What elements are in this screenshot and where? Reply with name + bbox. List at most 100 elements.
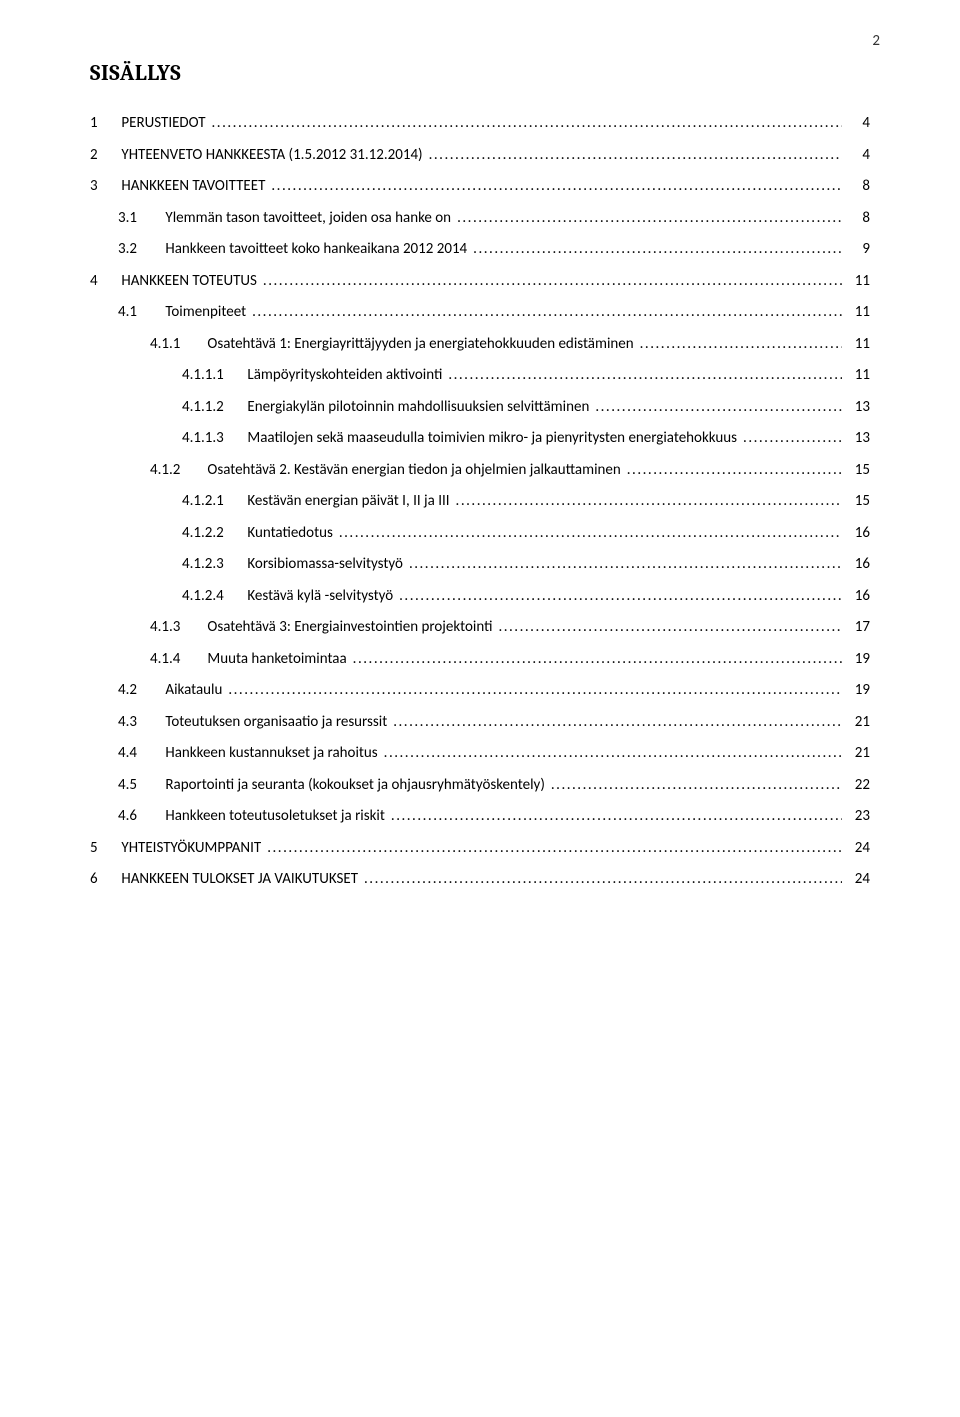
toc-entry-label: 4.1.4 Muuta hanketoimintaa: [150, 650, 353, 670]
toc-entry[interactable]: 4.1.1 Osatehtävä 1: Energiayrittäjyyden …: [150, 335, 870, 355]
toc-entry[interactable]: 4.5 Raportointi ja seuranta (kokoukset j…: [118, 776, 870, 796]
toc-leader-dots: [627, 461, 842, 481]
toc-entry[interactable]: 5 YHTEISTYÖKUMPPANIT24: [90, 839, 870, 859]
toc-entry[interactable]: 4.6 Hankkeen toteutusoletukset ja riskit…: [118, 807, 870, 827]
toc-entry-page: 13: [842, 398, 870, 418]
toc-entry[interactable]: 4.4 Hankkeen kustannukset ja rahoitus 21: [118, 744, 870, 764]
toc-entry[interactable]: 4.1.1.2 Energiakylän pilotoinnin mahdoll…: [182, 398, 870, 418]
toc-entry[interactable]: 4.1.2.4 Kestävä kylä -selvitystyö 16: [182, 587, 870, 607]
toc-entry[interactable]: 3 HANKKEEN TAVOITTEET8: [90, 177, 870, 197]
toc-leader-dots: [551, 776, 842, 796]
toc-entry-label: 2 YHTEENVETO HANKKEESTA (1.5.2012 31.12.…: [90, 146, 429, 166]
toc-entry-label: 4.3 Toteutuksen organisaatio ja resurssi…: [118, 713, 393, 733]
toc-entry-title: Osatehtävä 2. Kestävän energian tiedon j…: [204, 461, 621, 479]
toc-heading: SISÄLLYS: [90, 60, 870, 86]
toc-entry-label: 4.4 Hankkeen kustannukset ja rahoitus: [118, 744, 384, 764]
toc-entry-number: 1: [90, 114, 118, 134]
toc-entry-page: 16: [842, 587, 870, 607]
toc-entry-title: Toimenpiteet: [162, 303, 246, 321]
toc-entry-label: 1 PERUSTIEDOT: [90, 114, 212, 134]
toc-entry[interactable]: 4.1 Toimenpiteet 11: [118, 303, 870, 323]
toc-entry[interactable]: 6 HANKKEEN TULOKSET JA VAIKUTUKSET24: [90, 870, 870, 890]
toc-entry-page: 11: [842, 272, 870, 292]
toc-entry-label: 4.1.2.4 Kestävä kylä -selvitystyö: [182, 587, 399, 607]
toc-entry-title: HANKKEEN TAVOITTEET: [118, 177, 265, 195]
toc-entry[interactable]: 4.1.2 Osatehtävä 2. Kestävän energian ti…: [150, 461, 870, 481]
toc-entry[interactable]: 2 YHTEENVETO HANKKEESTA (1.5.2012 31.12.…: [90, 146, 870, 166]
toc-entry-label: 3 HANKKEEN TAVOITTEET: [90, 177, 271, 197]
toc-leader-dots: [456, 492, 842, 512]
toc-leader-dots: [263, 272, 842, 292]
toc-leader-dots: [743, 429, 842, 449]
toc-leader-dots: [409, 555, 842, 575]
toc-entry-label: 4.1.3 Osatehtävä 3: Energiainvestointien…: [150, 618, 498, 638]
toc-entry-number: 4.1.2: [150, 461, 204, 481]
toc-entry-page: 21: [842, 744, 870, 764]
toc-entry-title: Aikataulu: [162, 681, 222, 699]
toc-leader-dots: [429, 146, 842, 166]
toc-entry-title: Ylemmän tason tavoitteet, joiden osa han…: [162, 209, 451, 227]
toc-entry[interactable]: 1 PERUSTIEDOT4: [90, 114, 870, 134]
toc-leader-dots: [473, 240, 842, 260]
toc-entry[interactable]: 4.2 Aikataulu19: [118, 681, 870, 701]
toc-entry-number: 4.1.4: [150, 650, 204, 670]
toc-entry-title: Hankkeen toteutusoletukset ja riskit: [162, 807, 385, 825]
toc-entry-title: Kestävä kylä -selvitystyö: [244, 587, 393, 605]
toc-entry-page: 11: [842, 335, 870, 355]
toc-entry-page: 9: [842, 240, 870, 260]
toc-leader-dots: [399, 587, 842, 607]
toc-entry-page: 11: [842, 303, 870, 323]
toc-entry[interactable]: 4.1.2.1 Kestävän energian päivät I, II j…: [182, 492, 870, 512]
toc-entry-number: 4.1: [118, 303, 162, 323]
toc-entry-number: 6: [90, 870, 118, 890]
toc-entry-label: 4.1.1 Osatehtävä 1: Energiayrittäjyyden …: [150, 335, 640, 355]
toc-leader-dots: [498, 618, 842, 638]
toc-entry-label: 4.1.2.1 Kestävän energian päivät I, II j…: [182, 492, 456, 512]
toc-entry-page: 15: [842, 492, 870, 512]
toc-entry-number: 4.1.3: [150, 618, 204, 638]
toc-entry[interactable]: 4.1.1.1 Lämpöyrityskohteiden aktivointi1…: [182, 366, 870, 386]
toc-entry[interactable]: 3.2 Hankkeen tavoitteet koko hankeaikana…: [118, 240, 870, 260]
toc-leader-dots: [595, 398, 842, 418]
toc-leader-dots: [391, 807, 842, 827]
toc-entry-label: 3.1 Ylemmän tason tavoitteet, joiden osa…: [118, 209, 457, 229]
toc-entry-title: Maatilojen sekä maaseudulla toimivien mi…: [244, 429, 737, 447]
toc-entry[interactable]: 4.1.2.3 Korsibiomassa-selvitystyö16: [182, 555, 870, 575]
toc-entry[interactable]: 4 HANKKEEN TOTEUTUS 11: [90, 272, 870, 292]
toc-entry-number: 3.2: [118, 240, 162, 260]
toc-entry-title: Hankkeen kustannukset ja rahoitus: [162, 744, 378, 762]
toc-entry-number: 3.1: [118, 209, 162, 229]
toc-entry[interactable]: 4.1.4 Muuta hanketoimintaa19: [150, 650, 870, 670]
toc-entry-number: 4.6: [118, 807, 162, 827]
toc-entry-page: 16: [842, 524, 870, 544]
toc-entry[interactable]: 4.3 Toteutuksen organisaatio ja resurssi…: [118, 713, 870, 733]
toc-leader-dots: [640, 335, 842, 355]
toc-entry-title: HANKKEEN TOTEUTUS: [118, 272, 257, 290]
toc-leader-dots: [353, 650, 842, 670]
toc-entry[interactable]: 3.1 Ylemmän tason tavoitteet, joiden osa…: [118, 209, 870, 229]
toc-entry-number: 4.1.1: [150, 335, 204, 355]
toc-leader-dots: [457, 209, 842, 229]
toc-entry-page: 21: [842, 713, 870, 733]
toc-entry-label: 4 HANKKEEN TOTEUTUS: [90, 272, 263, 292]
toc-entry[interactable]: 4.1.1.3 Maatilojen sekä maaseudulla toim…: [182, 429, 870, 449]
toc-entry-title: Osatehtävä 1: Energiayrittäjyyden ja ene…: [204, 335, 634, 353]
toc-entry-label: 3.2 Hankkeen tavoitteet koko hankeaikana…: [118, 240, 473, 260]
toc-entry-page: 24: [842, 870, 870, 890]
toc-entry-number: 4.1.2.4: [182, 587, 244, 607]
toc-leader-dots: [252, 303, 842, 323]
document-page: 2 SISÄLLYS 1 PERUSTIEDOT42 YHTEENVETO HA…: [0, 0, 960, 1417]
toc-entry-page: 23: [842, 807, 870, 827]
toc-entry-number: 4.2: [118, 681, 162, 701]
toc-entry[interactable]: 4.1.2.2 Kuntatiedotus 16: [182, 524, 870, 544]
toc-entry-label: 4.1.2.2 Kuntatiedotus: [182, 524, 339, 544]
toc-entry-label: 4.1.1.2 Energiakylän pilotoinnin mahdoll…: [182, 398, 595, 418]
toc-entry[interactable]: 4.1.3 Osatehtävä 3: Energiainvestointien…: [150, 618, 870, 638]
toc-entry-page: 15: [842, 461, 870, 481]
toc-leader-dots: [339, 524, 842, 544]
toc-entry-title: Energiakylän pilotoinnin mahdollisuuksie…: [244, 398, 589, 416]
toc-entry-number: 4.1.1.1: [182, 366, 244, 386]
toc-entry-number: 4.1.1.3: [182, 429, 244, 449]
toc-entry-number: 4.1.2.2: [182, 524, 244, 544]
toc-leader-dots: [228, 681, 842, 701]
